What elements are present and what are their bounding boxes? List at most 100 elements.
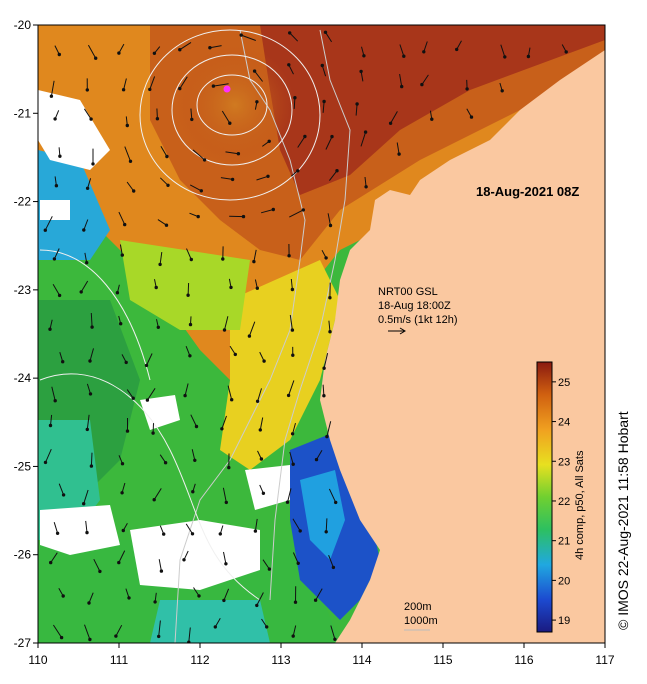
current-arrow-head — [57, 293, 62, 298]
current-arrow-head — [224, 500, 229, 505]
current-arrow-head — [252, 259, 256, 264]
current-arrow — [90, 312, 93, 328]
colorbar-tick-label: 19 — [558, 615, 570, 627]
y-tick-label: -24 — [14, 371, 32, 385]
current-arrow — [115, 624, 123, 637]
current-arrow-head — [314, 457, 319, 462]
current-arrow — [288, 380, 295, 396]
current-arrow — [83, 489, 89, 504]
current-arrow-head — [388, 121, 393, 126]
current-arrow-head — [189, 257, 194, 262]
current-arrow-head — [90, 325, 94, 329]
vector-scale-label: 0.5m/s (1kt 12h) — [378, 314, 457, 326]
current-arrow-head — [194, 424, 199, 429]
current-arrow-head — [526, 54, 531, 59]
current-arrow-head — [328, 330, 332, 334]
current-arrow-head — [196, 214, 200, 219]
current-arrow-head — [121, 88, 126, 92]
current-arrow — [257, 388, 262, 402]
current-arrow — [159, 252, 163, 265]
current-arrow — [221, 415, 227, 429]
current-arrow — [190, 414, 197, 427]
current-arrow-head — [364, 185, 368, 189]
current-arrow — [50, 552, 58, 563]
colorbar-tick-label: 25 — [558, 377, 570, 389]
current-arrow-head — [324, 530, 328, 534]
current-arrow-head — [148, 87, 152, 92]
current-arrow-head — [230, 398, 234, 402]
current-arrow-head — [153, 600, 157, 604]
current-arrow — [259, 417, 264, 430]
current-arrow-head — [157, 634, 161, 639]
current-arrow — [149, 76, 156, 90]
current-arrow-head — [259, 457, 264, 461]
current-arrow-head — [85, 427, 90, 432]
current-arrow-head — [291, 634, 295, 638]
current-arrow-head — [178, 86, 182, 91]
current-arrow-head — [253, 529, 258, 533]
current-arrow-head — [94, 56, 98, 60]
current-arrow-head — [262, 359, 266, 363]
current-arrow-head — [233, 352, 238, 357]
current-arrow-head — [154, 285, 158, 290]
current-arrow — [322, 101, 325, 113]
colorbar — [536, 361, 553, 633]
current-arrow-head — [286, 393, 291, 398]
current-arrow-head — [178, 48, 182, 52]
current-arrow-head — [57, 52, 61, 57]
current-arrow-head — [124, 360, 128, 365]
current-arrow — [179, 76, 188, 89]
current-arrow-head — [156, 325, 161, 329]
current-arrow — [51, 386, 56, 401]
current-arrow-head — [61, 594, 65, 598]
current-arrow-head — [271, 207, 275, 212]
current-arrow-head — [163, 461, 168, 465]
current-arrow — [191, 449, 196, 461]
current-arrow — [227, 385, 233, 400]
current-arrow-head — [503, 55, 507, 59]
current-arrow-head — [355, 102, 359, 106]
current-arrow-head — [88, 359, 92, 363]
colorbar-tick-label: 20 — [558, 575, 570, 587]
current-arrow — [83, 108, 92, 120]
current-arrow — [124, 146, 131, 162]
current-arrow — [254, 518, 258, 532]
current-arrow-head — [255, 603, 259, 608]
current-arrow-head — [193, 458, 197, 462]
current-arrow-head — [359, 69, 363, 74]
current-arrow-head — [285, 500, 290, 504]
current-product-label: NRT00 GSL — [378, 286, 438, 298]
current-arrow — [185, 523, 193, 535]
current-arrow-head — [211, 84, 216, 88]
current-arrow-head — [61, 360, 65, 364]
current-arrow-head — [322, 394, 326, 398]
current-arrow-head — [91, 162, 95, 166]
current-arrow-head — [125, 429, 130, 433]
current-arrow — [256, 592, 264, 606]
current-arrow-head — [224, 562, 228, 566]
current-arrow-head — [89, 464, 94, 468]
x-tick-label: 113 — [271, 653, 290, 667]
current-arrow-head — [85, 88, 90, 92]
current-arrow — [88, 592, 94, 604]
current-arrow — [126, 181, 135, 192]
current-arrow-head — [229, 285, 233, 290]
current-arrow-head — [152, 498, 156, 502]
current-arrow-head — [328, 223, 333, 228]
x-tick-label: 116 — [514, 653, 533, 667]
current-arrow-head — [252, 69, 257, 73]
current-arrow — [50, 80, 55, 97]
current-arrow — [289, 32, 299, 42]
current-arrow-head — [123, 222, 127, 227]
current-arrow — [330, 625, 336, 640]
current-arrow-head — [288, 31, 292, 35]
current-arrow — [292, 518, 301, 532]
current-arrow-head — [564, 50, 568, 54]
current-arrow-head — [293, 96, 297, 100]
current-arrow-head — [335, 169, 339, 173]
current-arrow — [146, 388, 156, 401]
colorbar-tick-label: 23 — [558, 456, 570, 468]
current-arrow — [328, 555, 334, 568]
y-tick-label: -27 — [14, 636, 32, 650]
current-arrow-head — [422, 50, 426, 54]
